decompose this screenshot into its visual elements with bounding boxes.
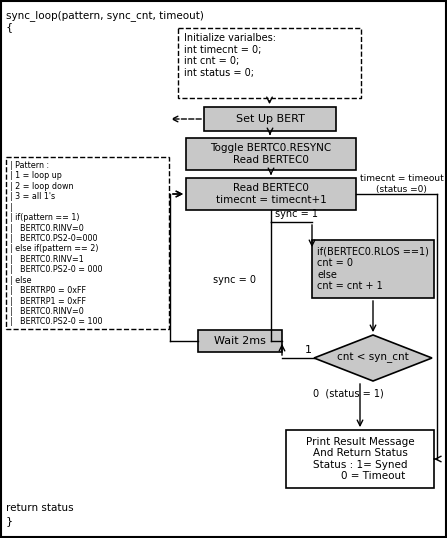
Bar — [286, 430, 434, 488]
Text: sync = 1: sync = 1 — [275, 209, 318, 219]
Text: |   BERTC0.RINV=1: | BERTC0.RINV=1 — [10, 255, 84, 264]
Text: | Pattern :: | Pattern : — [10, 161, 49, 170]
Text: Wait 2ms: Wait 2ms — [214, 336, 266, 346]
Text: |   BERTRP1 = 0xFF: | BERTRP1 = 0xFF — [10, 296, 86, 306]
Text: Print Result Message
And Return Status
Status : 1= Syned
        0 = Timeout: Print Result Message And Return Status S… — [306, 437, 414, 482]
Text: Initialize varialbes:
int timecnt = 0;
int cnt = 0;
int status = 0;: Initialize varialbes: int timecnt = 0; i… — [184, 33, 276, 78]
Bar — [198, 330, 282, 352]
Bar — [186, 178, 356, 210]
Text: }: } — [6, 516, 13, 526]
Text: |: | — [10, 203, 13, 211]
Text: timecnt = timeout
(status =0): timecnt = timeout (status =0) — [360, 174, 444, 194]
Text: | 1 = loop up: | 1 = loop up — [10, 172, 62, 180]
Text: |   BERTC0.RINV=0: | BERTC0.RINV=0 — [10, 224, 84, 232]
Text: if(BERTEC0.RLOS ==1)
cnt = 0
else
cnt = cnt + 1: if(BERTEC0.RLOS ==1) cnt = 0 else cnt = … — [317, 246, 429, 292]
Text: | else: | else — [10, 275, 31, 285]
Text: 1: 1 — [305, 345, 312, 355]
Text: | if(pattern == 1): | if(pattern == 1) — [10, 213, 80, 222]
Text: sync = 0: sync = 0 — [213, 275, 256, 285]
Text: |   BERTRP0 = 0xFF: | BERTRP0 = 0xFF — [10, 286, 86, 295]
Bar — [186, 138, 356, 170]
Text: return status: return status — [6, 503, 74, 513]
Text: | 3 = all 1's: | 3 = all 1's — [10, 192, 55, 201]
Text: 0  (status = 1): 0 (status = 1) — [313, 388, 384, 398]
Bar — [178, 28, 361, 98]
Bar — [204, 107, 336, 131]
Polygon shape — [314, 335, 432, 381]
Text: |   BERTC0.PS2-0=000: | BERTC0.PS2-0=000 — [10, 234, 97, 243]
Text: cnt < syn_cnt: cnt < syn_cnt — [337, 353, 409, 363]
Text: |   BERTC0.PS2-0 = 000: | BERTC0.PS2-0 = 000 — [10, 265, 102, 274]
Bar — [312, 240, 434, 298]
Text: | 2 = loop down: | 2 = loop down — [10, 182, 73, 191]
Text: {: { — [6, 22, 13, 32]
Text: Set Up BERT: Set Up BERT — [236, 114, 304, 124]
Text: sync_loop(pattern, sync_cnt, timeout): sync_loop(pattern, sync_cnt, timeout) — [6, 10, 204, 21]
Text: |   BERTC0.RINV=0: | BERTC0.RINV=0 — [10, 307, 84, 316]
Text: | else if(pattern == 2): | else if(pattern == 2) — [10, 244, 98, 253]
Text: |   BERTC0.PS2-0 = 100: | BERTC0.PS2-0 = 100 — [10, 317, 102, 327]
Text: Read BERTEC0
timecnt = timecnt+1: Read BERTEC0 timecnt = timecnt+1 — [215, 183, 326, 205]
Bar — [6, 157, 169, 329]
Text: Toggle BERTC0.RESYNC
Read BERTEC0: Toggle BERTC0.RESYNC Read BERTEC0 — [211, 143, 332, 165]
